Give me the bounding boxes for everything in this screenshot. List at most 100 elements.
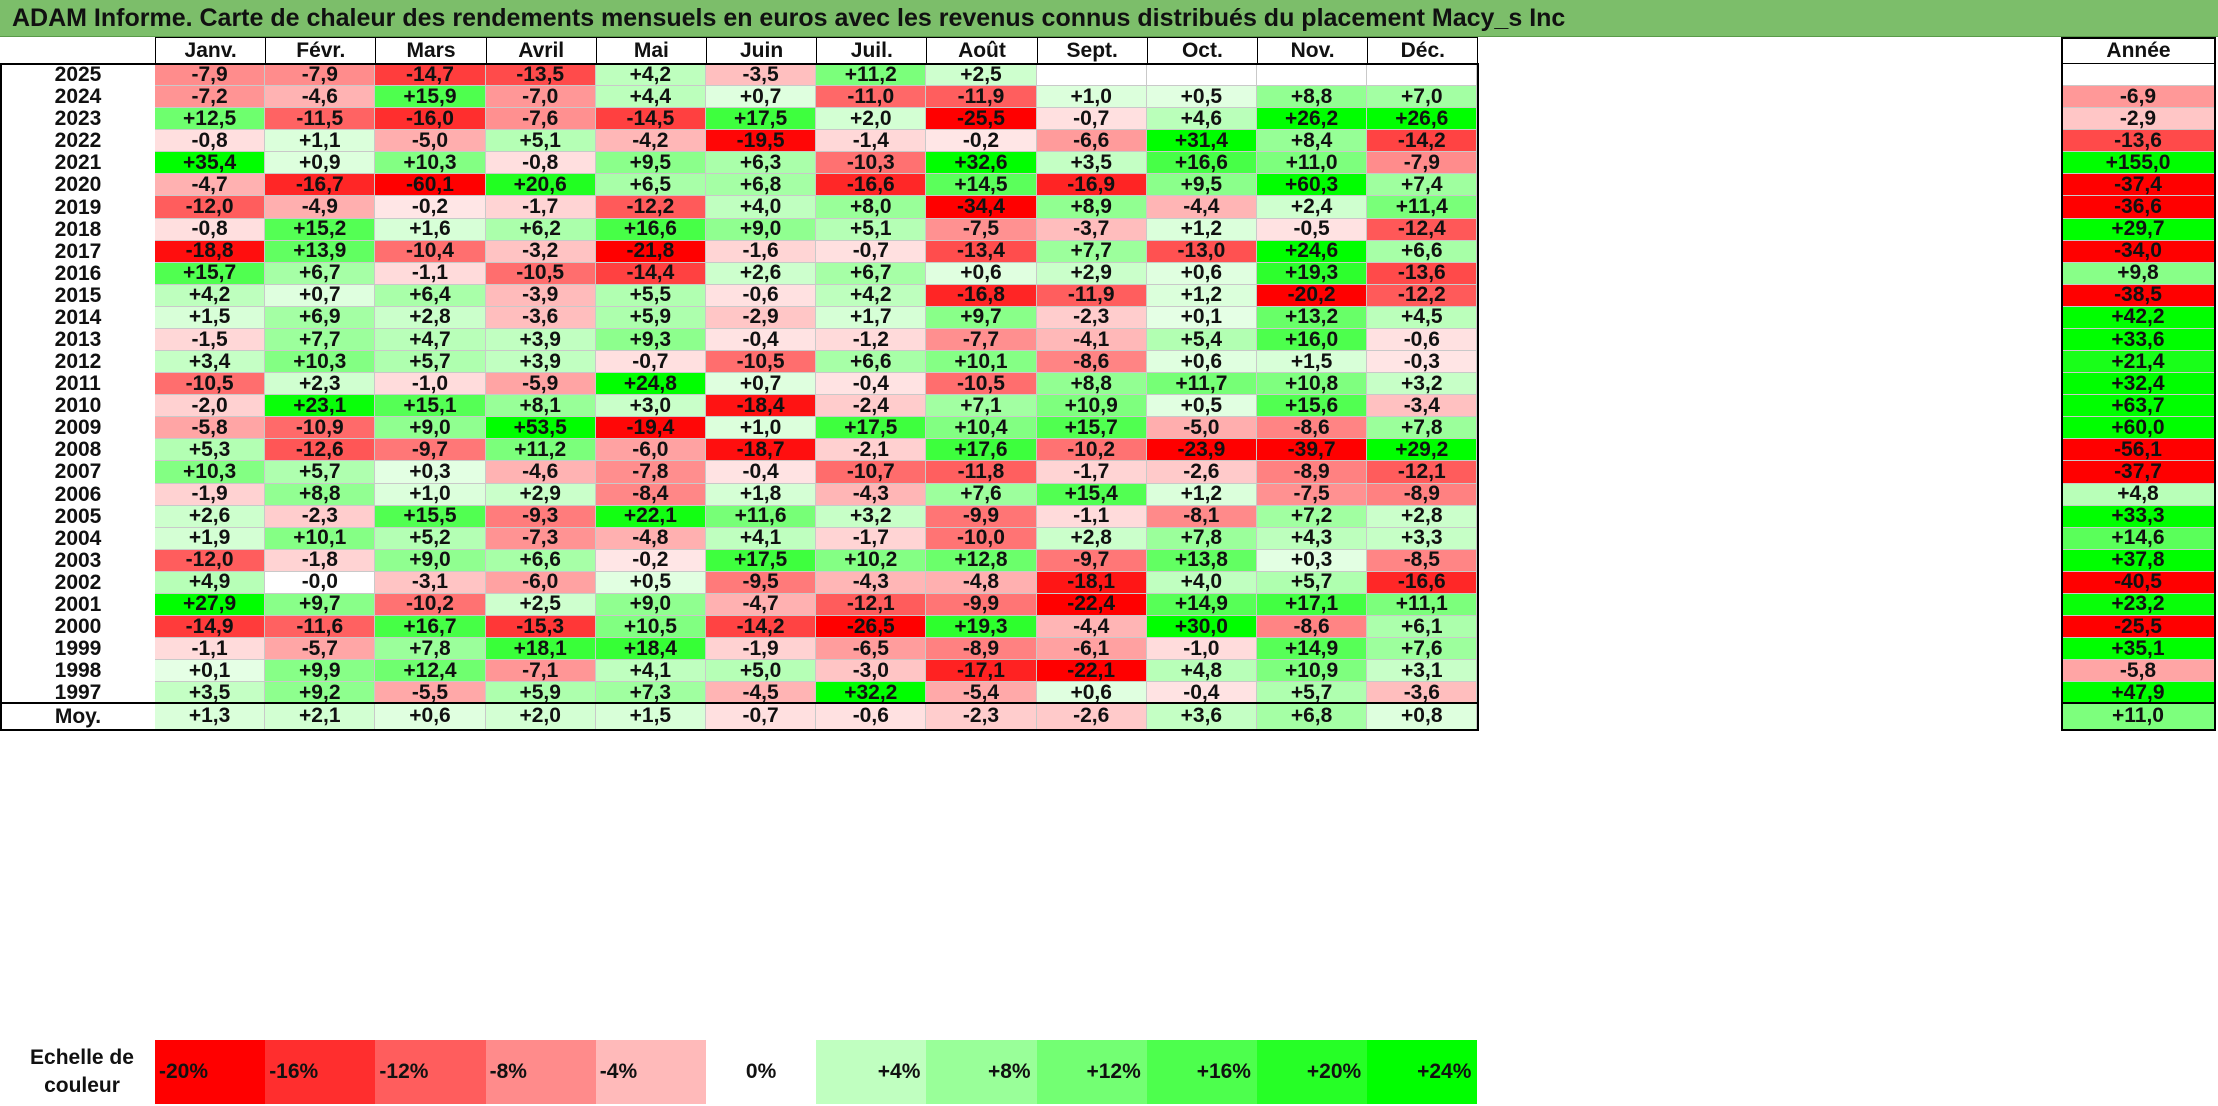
heatmap-cell: -1,6 <box>706 239 817 263</box>
heatmap-cell: -0,2 <box>375 195 486 219</box>
heatmap-cell: -4,7 <box>706 592 817 616</box>
heatmap-cell: +0,5 <box>595 570 706 594</box>
heatmap-cell: +4,1 <box>706 526 817 550</box>
heatmap-cell: -39,7 <box>1257 438 1368 462</box>
heatmap-cell: +16,6 <box>1146 151 1257 175</box>
heatmap-cell: +15,7 <box>155 261 266 285</box>
heatmap-cell: +0,6 <box>1146 261 1257 285</box>
heatmap-cell: -1,8 <box>265 548 376 572</box>
annual-cell: +42,2 <box>2062 305 2215 329</box>
heatmap-cell: -0,0 <box>265 570 376 594</box>
heatmap-cell: +9,3 <box>595 328 706 352</box>
heatmap-cell: -9,9 <box>926 504 1037 528</box>
heatmap-cell: +5,7 <box>1257 681 1368 705</box>
heatmap-cell: -12,1 <box>816 592 927 616</box>
heatmap-cell: -6,1 <box>1036 637 1147 661</box>
month-header: Sept. <box>1036 37 1148 64</box>
heatmap-cell: +7,7 <box>265 328 376 352</box>
heatmap-cell: -34,4 <box>926 195 1037 219</box>
heatmap-cell: +3,9 <box>485 328 596 352</box>
heatmap-cell: +53,5 <box>485 416 596 440</box>
year-label: 2018 <box>1 218 155 241</box>
heatmap-cell: -1,7 <box>485 195 596 219</box>
heatmap-cell: -6,6 <box>1036 129 1147 153</box>
heatmap-cell: -25,5 <box>926 107 1037 131</box>
heatmap-cell: -13,6 <box>1367 261 1478 285</box>
heatmap-cell: +14,9 <box>1257 637 1368 661</box>
year-label: 2024 <box>1 85 155 109</box>
heatmap-cell: -16,6 <box>816 173 927 197</box>
heatmap-cell: -3,0 <box>816 659 927 683</box>
annual-cell: -37,7 <box>2062 460 2215 484</box>
heatmap-cell: +1,6 <box>375 217 486 241</box>
heatmap-cell: -5,9 <box>485 372 596 396</box>
heatmap-cell: -6,5 <box>816 637 927 661</box>
heatmap-cell: -16,8 <box>926 283 1037 307</box>
heatmap-cell: +30,0 <box>1146 615 1257 639</box>
heatmap-cell: -8,1 <box>1146 504 1257 528</box>
heatmap-cell: +2,4 <box>1257 195 1368 219</box>
heatmap-cell: +7,7 <box>1036 239 1147 263</box>
heatmap-cell: +0,6 <box>1036 681 1147 705</box>
heatmap-cell: +0,9 <box>265 151 376 175</box>
heatmap-cell: +6,2 <box>485 217 596 241</box>
heatmap-cell: +16,6 <box>595 217 706 241</box>
heatmap-cell: -1,9 <box>706 637 817 661</box>
heatmap-cell: +15,1 <box>375 394 486 418</box>
heatmap-cell: -5,8 <box>155 416 266 440</box>
heatmap-cell: +15,9 <box>375 85 486 109</box>
heatmap-cell: -0,6 <box>706 283 817 307</box>
heatmap-cell: +2,8 <box>1036 526 1147 550</box>
annual-cell: -37,4 <box>2062 173 2215 197</box>
annual-cell: -56,1 <box>2062 438 2215 462</box>
heatmap-cell: +9,7 <box>926 305 1037 329</box>
heatmap-cell: -18,4 <box>706 394 817 418</box>
heatmap-cell: -1,1 <box>375 261 486 285</box>
heatmap-cell: +20,6 <box>485 173 596 197</box>
heatmap-cell: +29,2 <box>1367 438 1478 462</box>
heatmap-cell: -10,5 <box>706 350 817 374</box>
heatmap-cell: +10,9 <box>1257 659 1368 683</box>
heatmap-cell: +17,6 <box>926 438 1037 462</box>
heatmap-cell: +8,8 <box>265 482 376 506</box>
heatmap-cell: -0,7 <box>816 239 927 263</box>
month-header: Nov. <box>1257 37 1369 64</box>
heatmap-cell: -1,7 <box>1036 460 1147 484</box>
heatmap-cell: -0,8 <box>155 217 266 241</box>
heatmap-cell: +3,1 <box>1367 659 1478 683</box>
heatmap-cell: +9,0 <box>375 548 486 572</box>
heatmap-cell: +13,8 <box>1146 548 1257 572</box>
heatmap-cell: -12,0 <box>155 195 266 219</box>
heatmap-cell: -4,8 <box>595 526 706 550</box>
heatmap-cell: -7,8 <box>595 460 706 484</box>
heatmap-cell: +0,1 <box>1146 305 1257 329</box>
heatmap-cell: +3,4 <box>155 350 266 374</box>
color-scale-swatch: -12% <box>375 1040 486 1104</box>
month-header: Févr. <box>265 37 377 64</box>
heatmap-cell: +5,9 <box>485 681 596 705</box>
heatmap-cell: +0,3 <box>375 460 486 484</box>
heatmap-cell: -12,2 <box>1367 283 1478 307</box>
heatmap-cell: +12,4 <box>375 659 486 683</box>
heatmap-cell: +13,9 <box>265 239 376 263</box>
heatmap-cell: -7,2 <box>155 85 266 109</box>
heatmap-cell: +3,0 <box>595 394 706 418</box>
heatmap-cell: -12,6 <box>265 438 376 462</box>
heatmap-cell: -0,4 <box>706 328 817 352</box>
heatmap-cell: -3,5 <box>706 63 817 87</box>
year-label: 2012 <box>1 350 155 374</box>
heatmap-cell: -11,9 <box>1036 283 1147 307</box>
heatmap-cell: +0,7 <box>706 85 817 109</box>
heatmap-cell: +1,9 <box>155 526 266 550</box>
heatmap-cell: +1,8 <box>706 482 817 506</box>
heatmap-cell: +7,8 <box>1146 526 1257 550</box>
heatmap-cell: -2,1 <box>816 438 927 462</box>
heatmap-cell: -1,2 <box>816 328 927 352</box>
heatmap-cell: -0,7 <box>595 350 706 374</box>
heatmap-cell: +23,1 <box>265 394 376 418</box>
heatmap-cell <box>1036 64 1147 87</box>
heatmap-cell: +15,2 <box>265 217 376 241</box>
annual-cell: +155,0 <box>2062 151 2215 175</box>
heatmap-cell: -0,4 <box>1146 681 1257 705</box>
heatmap-cell: -3,2 <box>485 239 596 263</box>
